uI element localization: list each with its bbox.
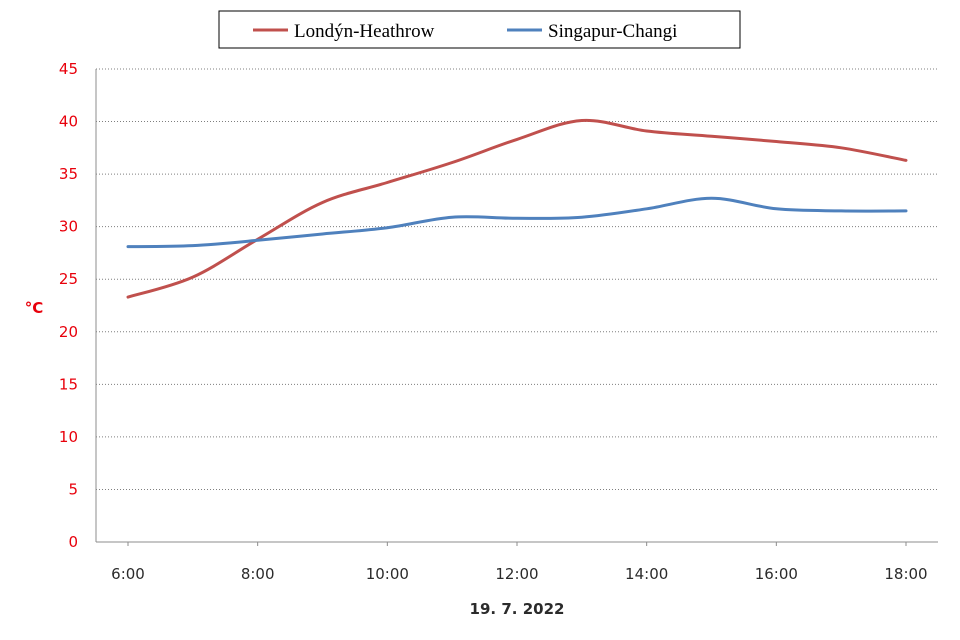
x-axis-label: 19. 7. 2022 — [470, 600, 565, 618]
y-tick-label: 5 — [68, 480, 78, 498]
x-tick-label: 12:00 — [495, 565, 538, 583]
y-tick-label: 30 — [59, 218, 78, 236]
x-tick-label: 8:00 — [241, 565, 275, 583]
y-tick-label: 15 — [59, 375, 78, 393]
y-tick-label: 35 — [59, 165, 78, 183]
legend-label-londyn: Londýn-Heathrow — [294, 21, 435, 42]
y-tick-label: 40 — [59, 113, 78, 131]
grid — [96, 68, 938, 490]
series-line-singapur-changi — [126, 196, 908, 249]
y-tick-labels: 0 5 10 15 20 25 30 35 40 45 — [59, 60, 78, 551]
y-tick-label: 0 — [68, 533, 78, 551]
y-tick-label: 45 — [59, 60, 78, 78]
x-tick-label: 18:00 — [884, 565, 927, 583]
y-tick-label: 10 — [59, 428, 78, 446]
y-tick-label: 20 — [59, 323, 78, 341]
y-tick-label: 25 — [59, 270, 78, 288]
x-tick-label: 6:00 — [111, 565, 145, 583]
series-lines — [126, 118, 908, 299]
x-tick-labels: 6:00 8:00 10:00 12:00 14:00 16:00 18:00 — [111, 542, 928, 583]
x-tick-label: 10:00 — [366, 565, 409, 583]
legend-box — [218, 10, 741, 49]
y-axis-label: °C — [25, 299, 44, 317]
legend: Londýn-Heathrow Singapur-Changi — [218, 10, 741, 49]
legend-label-singapur: Singapur-Changi — [548, 21, 677, 42]
x-tick-label: 16:00 — [755, 565, 798, 583]
x-tick-label: 14:00 — [625, 565, 668, 583]
